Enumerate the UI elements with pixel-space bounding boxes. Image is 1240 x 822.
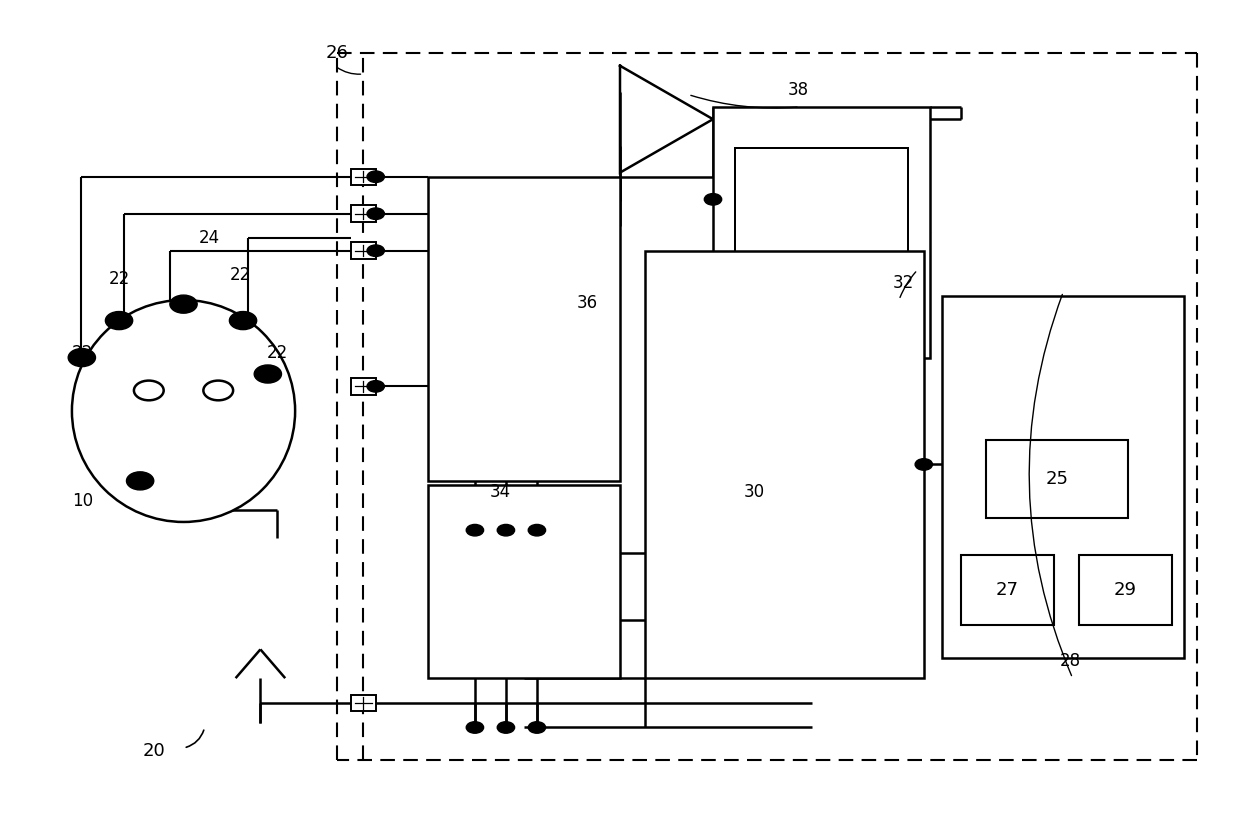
Circle shape xyxy=(367,171,384,182)
Circle shape xyxy=(915,459,932,470)
Circle shape xyxy=(134,381,164,400)
Bar xyxy=(351,169,376,185)
Bar xyxy=(351,206,376,222)
Text: 27: 27 xyxy=(996,581,1019,598)
Circle shape xyxy=(254,365,281,383)
Text: 22: 22 xyxy=(229,266,250,284)
Circle shape xyxy=(367,381,384,392)
Bar xyxy=(986,440,1128,518)
Ellipse shape xyxy=(72,300,295,522)
Bar xyxy=(351,242,376,259)
Text: 34: 34 xyxy=(490,483,511,501)
Text: 10: 10 xyxy=(72,492,93,510)
Circle shape xyxy=(528,524,546,536)
Text: 25: 25 xyxy=(1045,470,1069,487)
Circle shape xyxy=(528,722,546,733)
Circle shape xyxy=(229,312,257,330)
Text: 36: 36 xyxy=(577,294,598,312)
Bar xyxy=(645,251,924,678)
Text: 32: 32 xyxy=(893,274,914,292)
Circle shape xyxy=(126,472,154,490)
Bar xyxy=(735,148,908,325)
Circle shape xyxy=(367,208,384,219)
Text: 24: 24 xyxy=(198,229,219,247)
Text: 28: 28 xyxy=(1060,652,1081,670)
Circle shape xyxy=(170,295,197,313)
Text: 20: 20 xyxy=(143,742,165,760)
Circle shape xyxy=(105,312,133,330)
Text: 29: 29 xyxy=(1114,581,1137,598)
Circle shape xyxy=(68,349,95,367)
Circle shape xyxy=(367,245,384,256)
Polygon shape xyxy=(620,66,713,173)
Bar xyxy=(713,107,930,358)
Circle shape xyxy=(497,524,515,536)
Bar xyxy=(428,485,620,678)
Text: 22: 22 xyxy=(72,344,93,362)
Bar xyxy=(961,555,1054,625)
Circle shape xyxy=(704,194,722,206)
Circle shape xyxy=(203,381,233,400)
Text: 38: 38 xyxy=(787,81,808,99)
Circle shape xyxy=(466,524,484,536)
Text: 22: 22 xyxy=(267,344,288,362)
Circle shape xyxy=(497,722,515,733)
Text: 22: 22 xyxy=(109,270,130,288)
Bar xyxy=(1079,555,1172,625)
Bar xyxy=(351,695,376,711)
Text: 30: 30 xyxy=(744,483,765,501)
Text: 26: 26 xyxy=(326,44,348,62)
Bar xyxy=(942,296,1184,658)
Bar xyxy=(428,177,620,481)
Bar xyxy=(351,378,376,395)
Circle shape xyxy=(466,722,484,733)
